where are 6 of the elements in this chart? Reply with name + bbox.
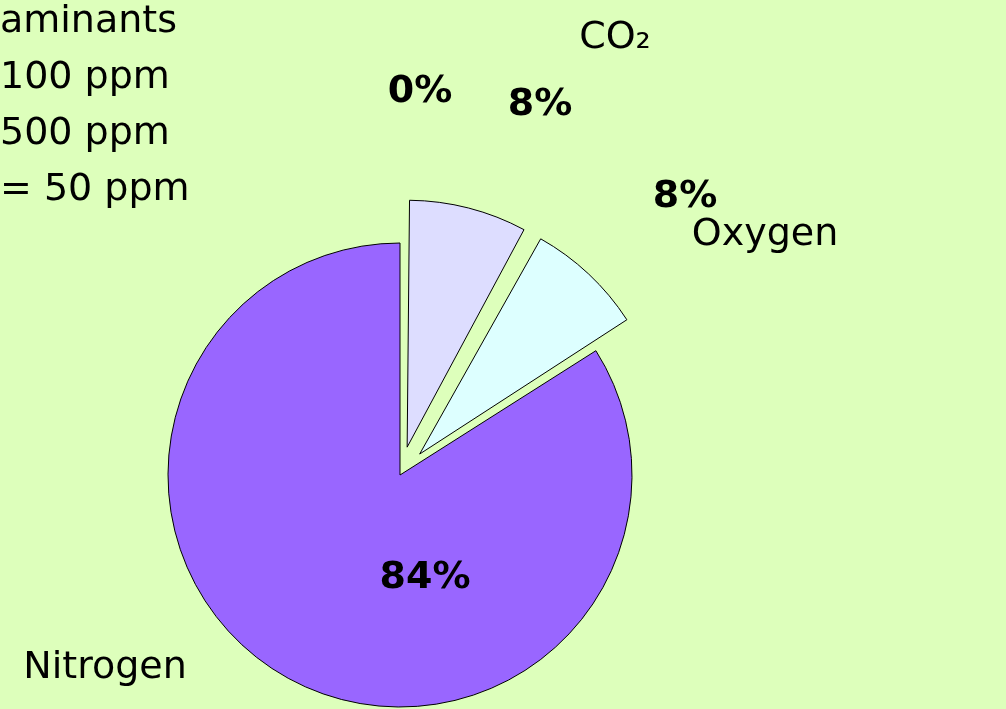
category-label: aminants 100 ppm 500 ppm = 50 ppm xyxy=(0,0,190,209)
data-label: 84% xyxy=(379,552,471,597)
data-label: 8% xyxy=(507,79,573,124)
slice-label: Nitrogen xyxy=(23,642,187,687)
slice-label: CO₂ xyxy=(579,12,651,57)
text: 0% xyxy=(387,66,453,111)
